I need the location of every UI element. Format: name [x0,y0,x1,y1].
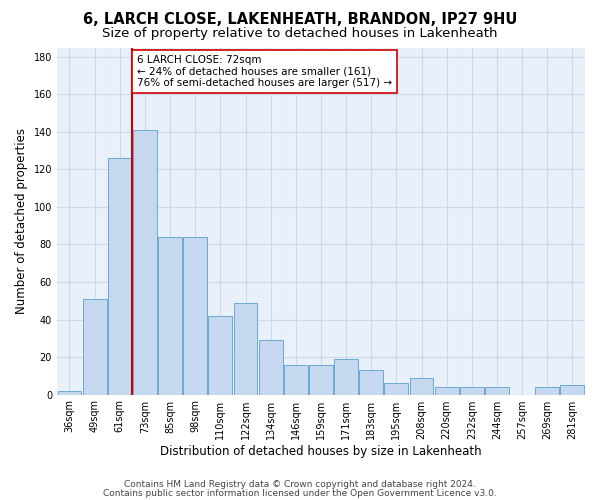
Bar [183,237,207,394]
Bar [309,364,333,394]
Bar [208,316,232,394]
Bar [108,158,132,394]
Bar [83,299,107,394]
Bar [410,378,433,394]
Bar [158,237,182,394]
Bar [284,364,308,394]
Text: Size of property relative to detached houses in Lakenheath: Size of property relative to detached ho… [102,28,498,40]
Bar [460,387,484,394]
Text: 6, LARCH CLOSE, LAKENHEATH, BRANDON, IP27 9HU: 6, LARCH CLOSE, LAKENHEATH, BRANDON, IP2… [83,12,517,28]
Bar [560,385,584,394]
Y-axis label: Number of detached properties: Number of detached properties [15,128,28,314]
Bar [58,391,82,394]
Bar [259,340,283,394]
Bar [385,384,409,394]
Bar [535,387,559,394]
Bar [133,130,157,394]
Bar [359,370,383,394]
Bar [485,387,509,394]
Bar [435,387,458,394]
Text: Contains HM Land Registry data © Crown copyright and database right 2024.: Contains HM Land Registry data © Crown c… [124,480,476,489]
Bar [233,302,257,394]
Text: Contains public sector information licensed under the Open Government Licence v3: Contains public sector information licen… [103,488,497,498]
Text: 6 LARCH CLOSE: 72sqm
← 24% of detached houses are smaller (161)
76% of semi-deta: 6 LARCH CLOSE: 72sqm ← 24% of detached h… [137,55,392,88]
X-axis label: Distribution of detached houses by size in Lakenheath: Distribution of detached houses by size … [160,444,482,458]
Bar [334,359,358,394]
